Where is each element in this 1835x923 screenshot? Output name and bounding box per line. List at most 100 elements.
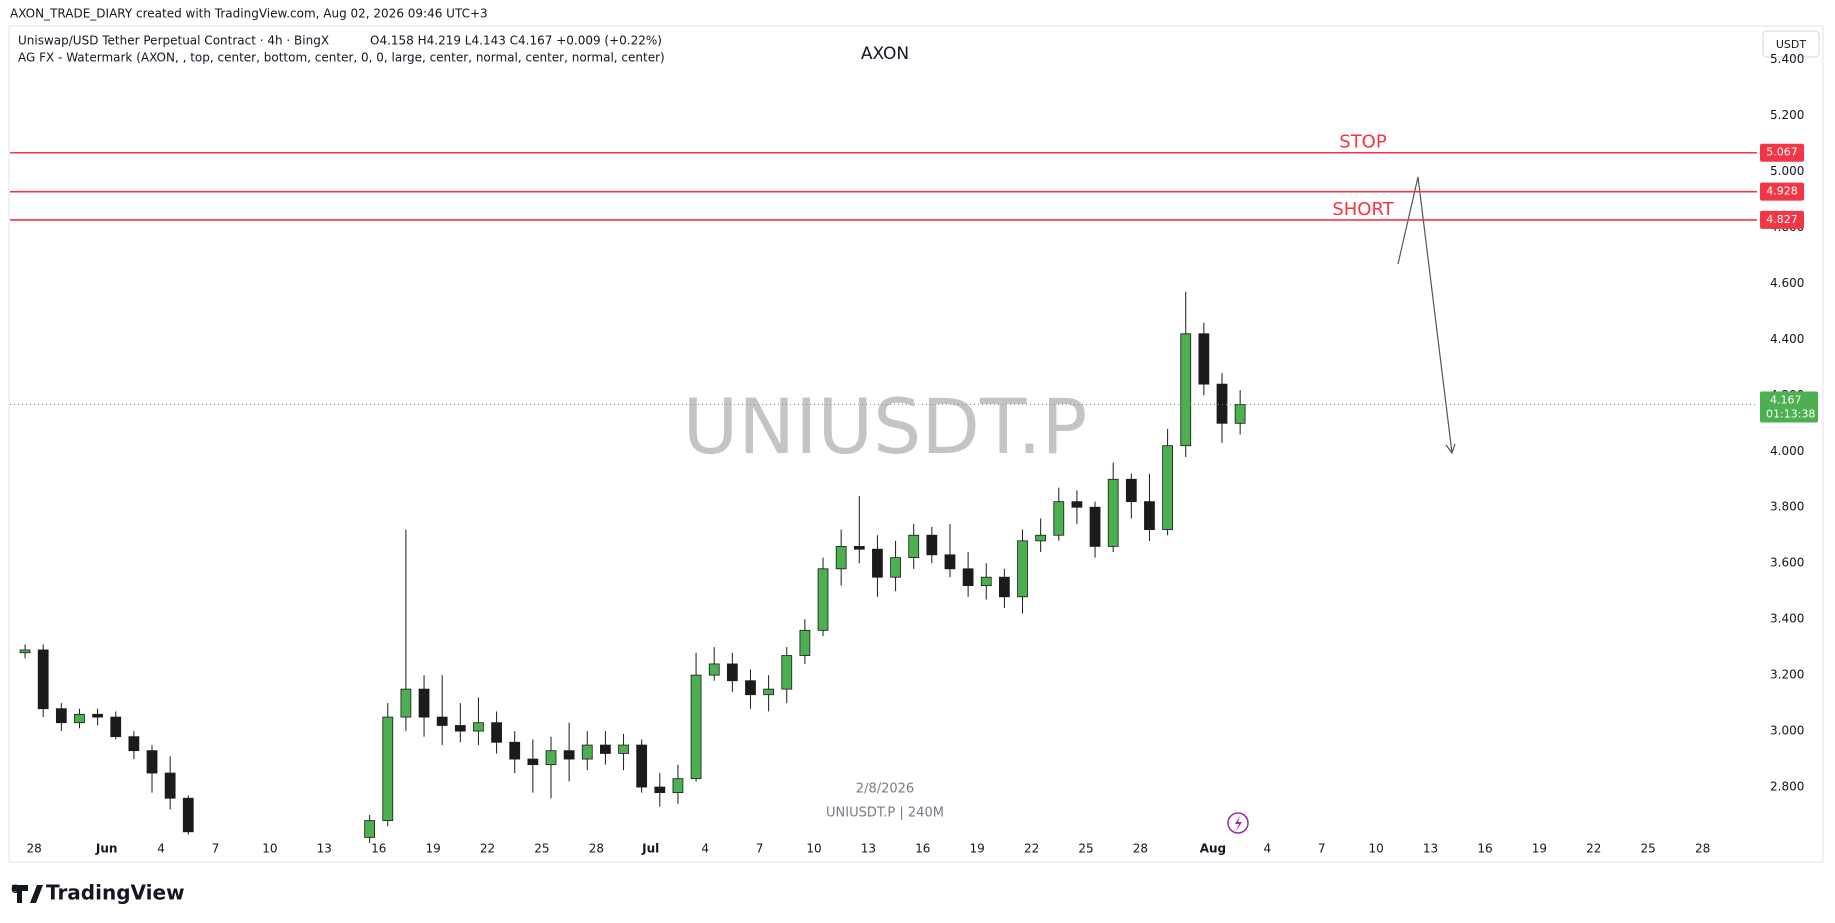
projection-arrow bbox=[1397, 176, 1453, 454]
candle-body bbox=[1053, 501, 1065, 536]
candle-body bbox=[1234, 404, 1246, 424]
candle-body bbox=[164, 772, 176, 799]
candle-body bbox=[182, 797, 194, 833]
indicator-line: AG FX - Watermark (AXON, , top, center, … bbox=[18, 51, 665, 65]
candle-body bbox=[654, 786, 666, 794]
level-text: STOP bbox=[1339, 132, 1387, 153]
currency-label[interactable]: USDT bbox=[1776, 38, 1807, 51]
candle-body bbox=[908, 534, 920, 559]
candle-body bbox=[799, 629, 811, 656]
x-tick-label: 28 bbox=[26, 842, 41, 856]
candle-body bbox=[400, 688, 412, 718]
plot bbox=[19, 291, 1246, 843]
countdown: 01:13:38 bbox=[1766, 408, 1815, 421]
candle-body bbox=[1125, 478, 1137, 503]
candle-body bbox=[527, 758, 539, 766]
candle-body bbox=[1162, 445, 1173, 531]
candle-body bbox=[545, 750, 557, 766]
x-tick-label: 13 bbox=[861, 842, 876, 856]
candle-body bbox=[763, 688, 775, 696]
candle-body bbox=[418, 688, 430, 718]
y-tick-label: 5.000 bbox=[1770, 164, 1804, 178]
y-tick-label: 4.400 bbox=[1770, 332, 1804, 346]
x-tick-label: 13 bbox=[1423, 842, 1438, 856]
candle-body bbox=[74, 713, 85, 724]
candle-body bbox=[1144, 501, 1155, 531]
x-tick-label: 19 bbox=[425, 842, 440, 856]
y-tick-label: 3.400 bbox=[1770, 612, 1804, 626]
frame bbox=[8, 25, 1824, 863]
x-tick-label: 10 bbox=[262, 842, 277, 856]
x-tick-label: 10 bbox=[806, 842, 821, 856]
y-tick-label: 3.200 bbox=[1770, 668, 1804, 682]
currency-button[interactable] bbox=[1762, 30, 1820, 58]
candle-body bbox=[436, 716, 448, 726]
level-badge-label: 4.928 bbox=[1766, 185, 1798, 198]
candle-body bbox=[835, 546, 847, 570]
x-tick-label: 22 bbox=[1586, 842, 1601, 856]
y-tick-label: 3.600 bbox=[1770, 556, 1804, 570]
event-icon[interactable] bbox=[1227, 812, 1249, 834]
x-tick-label: 25 bbox=[1078, 842, 1093, 856]
credit: AXON_TRADE_DIARY created with TradingVie… bbox=[10, 7, 488, 21]
overlay: 2.8003.0003.2003.4003.6003.8004.0004.200… bbox=[10, 52, 1818, 856]
x-tick-label: 7 bbox=[756, 842, 764, 856]
candle-body bbox=[1180, 333, 1192, 447]
arrow-head bbox=[1445, 443, 1456, 455]
watermark-date: 2/8/2026 bbox=[856, 782, 914, 797]
y-tick-label: 3.000 bbox=[1770, 724, 1804, 738]
candle-body bbox=[55, 708, 67, 724]
last-price-badge bbox=[1760, 391, 1818, 423]
x-tick-label: 22 bbox=[480, 842, 495, 856]
event-bolt bbox=[1235, 816, 1242, 831]
x-tick-label: 16 bbox=[915, 842, 930, 856]
x-tick-label: Jul bbox=[641, 842, 659, 856]
candle-body bbox=[382, 716, 394, 822]
y-tick-label: 5.400 bbox=[1770, 52, 1804, 66]
candle-body bbox=[128, 736, 140, 752]
candle-body bbox=[944, 554, 956, 570]
x-tick-label: 28 bbox=[1133, 842, 1148, 856]
level-text: SHORT bbox=[1332, 199, 1394, 220]
candle-body bbox=[563, 750, 575, 760]
level-badge bbox=[1760, 210, 1804, 229]
candle-body bbox=[1198, 333, 1210, 385]
chart-title: AXON bbox=[861, 44, 909, 64]
y-tick-label: 5.200 bbox=[1770, 108, 1804, 122]
brand: TradingView bbox=[46, 881, 185, 905]
level-badge bbox=[1760, 182, 1804, 201]
candle-body bbox=[1107, 478, 1119, 547]
level-badge-label: 5.067 bbox=[1766, 146, 1798, 159]
candle-body bbox=[690, 674, 702, 780]
candle-body bbox=[1035, 534, 1047, 542]
candle-body bbox=[781, 655, 793, 690]
level-badge bbox=[1760, 143, 1804, 162]
candle-body bbox=[853, 546, 865, 550]
candle-body bbox=[37, 649, 49, 710]
candle-body bbox=[618, 744, 629, 754]
x-tick-label: 25 bbox=[1641, 842, 1656, 856]
candle-body bbox=[890, 557, 901, 578]
x-tick-label: 4 bbox=[701, 842, 709, 856]
candle-body bbox=[636, 744, 648, 788]
level-badge-label: 4.827 bbox=[1766, 213, 1798, 226]
x-tick-label: 16 bbox=[1477, 842, 1492, 856]
candle-body bbox=[509, 741, 521, 760]
y-tick-label: 2.800 bbox=[1770, 780, 1804, 794]
x-tick-label: 19 bbox=[1532, 842, 1547, 856]
y-tick-label: 3.800 bbox=[1770, 500, 1804, 514]
candle-body bbox=[19, 649, 31, 654]
candle-body bbox=[600, 744, 611, 754]
x-tick-label: 28 bbox=[589, 842, 604, 856]
candle-body bbox=[364, 820, 376, 838]
x-tick-label: 25 bbox=[534, 842, 549, 856]
x-tick-label: 13 bbox=[317, 842, 332, 856]
candle-body bbox=[581, 744, 593, 760]
candle-body bbox=[872, 548, 883, 578]
candle-body bbox=[998, 576, 1010, 598]
x-tick-label: 19 bbox=[970, 842, 985, 856]
candle-body bbox=[1216, 383, 1228, 424]
x-tick-label: 7 bbox=[212, 842, 220, 856]
x-tick-label: 7 bbox=[1318, 842, 1326, 856]
